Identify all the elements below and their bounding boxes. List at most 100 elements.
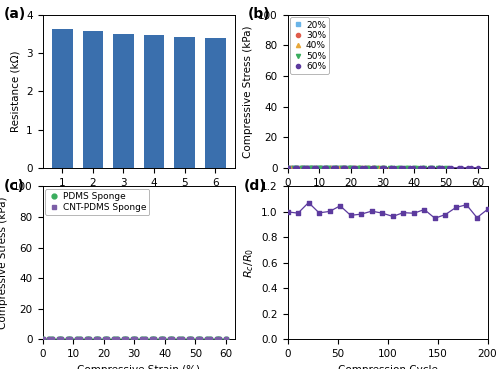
20%: [332, 166, 338, 170]
50%: [341, 166, 347, 170]
50%: [405, 166, 411, 170]
60%: [468, 166, 473, 170]
20%: [288, 166, 294, 170]
60%: [342, 166, 348, 170]
20%: [284, 166, 290, 170]
20%: [300, 166, 306, 170]
Line: 30%: 30%: [286, 166, 381, 170]
20%: [323, 166, 329, 170]
PDMS Sponge: [160, 337, 166, 342]
PDMS Sponge: [216, 337, 222, 342]
PDMS Sponge: [151, 337, 157, 342]
CNT-PDMS Sponge: [104, 337, 110, 342]
50%: [429, 166, 435, 170]
X-axis label: Compression Cycle: Compression Cycle: [338, 365, 438, 369]
Line: 20%: 20%: [286, 166, 350, 170]
Text: (a): (a): [4, 7, 26, 21]
PDMS Sponge: [95, 337, 101, 342]
Legend: 20%, 30%, 40%, 50%, 60%: 20%, 30%, 40%, 50%, 60%: [290, 17, 330, 74]
30%: [304, 166, 310, 170]
Point: [473, 215, 481, 221]
60%: [410, 166, 416, 170]
Point: [452, 204, 460, 210]
Line: PDMS Sponge: PDMS Sponge: [40, 337, 222, 342]
PDMS Sponge: [123, 337, 129, 342]
50%: [332, 166, 338, 170]
30%: [366, 166, 372, 170]
40%: [406, 166, 412, 170]
20%: [342, 166, 348, 170]
20%: [294, 166, 300, 170]
30%: [347, 166, 353, 170]
PDMS Sponge: [170, 337, 175, 342]
30%: [352, 166, 358, 170]
50%: [308, 166, 314, 170]
50%: [349, 166, 355, 170]
Point: [484, 206, 492, 212]
Bar: [82, 31, 103, 168]
30%: [357, 166, 363, 170]
CNT-PDMS Sponge: [160, 337, 166, 342]
30%: [323, 166, 329, 170]
20%: [291, 166, 297, 170]
60%: [448, 166, 454, 170]
CNT-PDMS Sponge: [40, 337, 46, 342]
30%: [290, 166, 296, 170]
30%: [376, 166, 382, 170]
60%: [390, 166, 396, 170]
40%: [291, 166, 297, 170]
CNT-PDMS Sponge: [86, 337, 92, 342]
40%: [310, 166, 316, 170]
50%: [357, 166, 363, 170]
PDMS Sponge: [206, 337, 212, 342]
CNT-PDMS Sponge: [198, 337, 203, 342]
CNT-PDMS Sponge: [206, 337, 212, 342]
60%: [420, 166, 426, 170]
60%: [294, 166, 300, 170]
Point: [431, 215, 439, 221]
Point: [420, 207, 428, 213]
40%: [330, 166, 336, 170]
PDMS Sponge: [104, 337, 110, 342]
60%: [332, 166, 338, 170]
50%: [316, 166, 322, 170]
X-axis label: Samples: Samples: [116, 193, 161, 203]
20%: [298, 166, 304, 170]
30%: [328, 166, 334, 170]
Line: 60%: 60%: [286, 166, 473, 170]
30%: [308, 166, 314, 170]
20%: [316, 166, 322, 170]
30%: [284, 166, 290, 170]
CNT-PDMS Sponge: [49, 337, 55, 342]
Bar: [144, 35, 165, 168]
60%: [372, 166, 378, 170]
40%: [400, 166, 406, 170]
PDMS Sponge: [132, 337, 138, 342]
CNT-PDMS Sponge: [178, 337, 184, 342]
30%: [299, 166, 305, 170]
60%: [314, 166, 320, 170]
60%: [429, 166, 435, 170]
40%: [349, 166, 355, 170]
CNT-PDMS Sponge: [58, 337, 64, 342]
30%: [294, 166, 300, 170]
Point: [368, 208, 376, 214]
40%: [355, 166, 361, 170]
50%: [397, 166, 403, 170]
CNT-PDMS Sponge: [76, 337, 82, 342]
30%: [338, 166, 344, 170]
40%: [284, 166, 290, 170]
CNT-PDMS Sponge: [95, 337, 101, 342]
20%: [336, 166, 342, 170]
Y-axis label: Compressive Stress (kPa): Compressive Stress (kPa): [242, 25, 252, 158]
CNT-PDMS Sponge: [151, 337, 157, 342]
40%: [323, 166, 329, 170]
40%: [316, 166, 322, 170]
X-axis label: Compressive Strain (%): Compressive Strain (%): [77, 365, 200, 369]
50%: [365, 166, 371, 170]
CNT-PDMS Sponge: [68, 337, 73, 342]
Point: [410, 210, 418, 216]
Bar: [113, 34, 134, 168]
60%: [381, 166, 387, 170]
40%: [381, 166, 387, 170]
